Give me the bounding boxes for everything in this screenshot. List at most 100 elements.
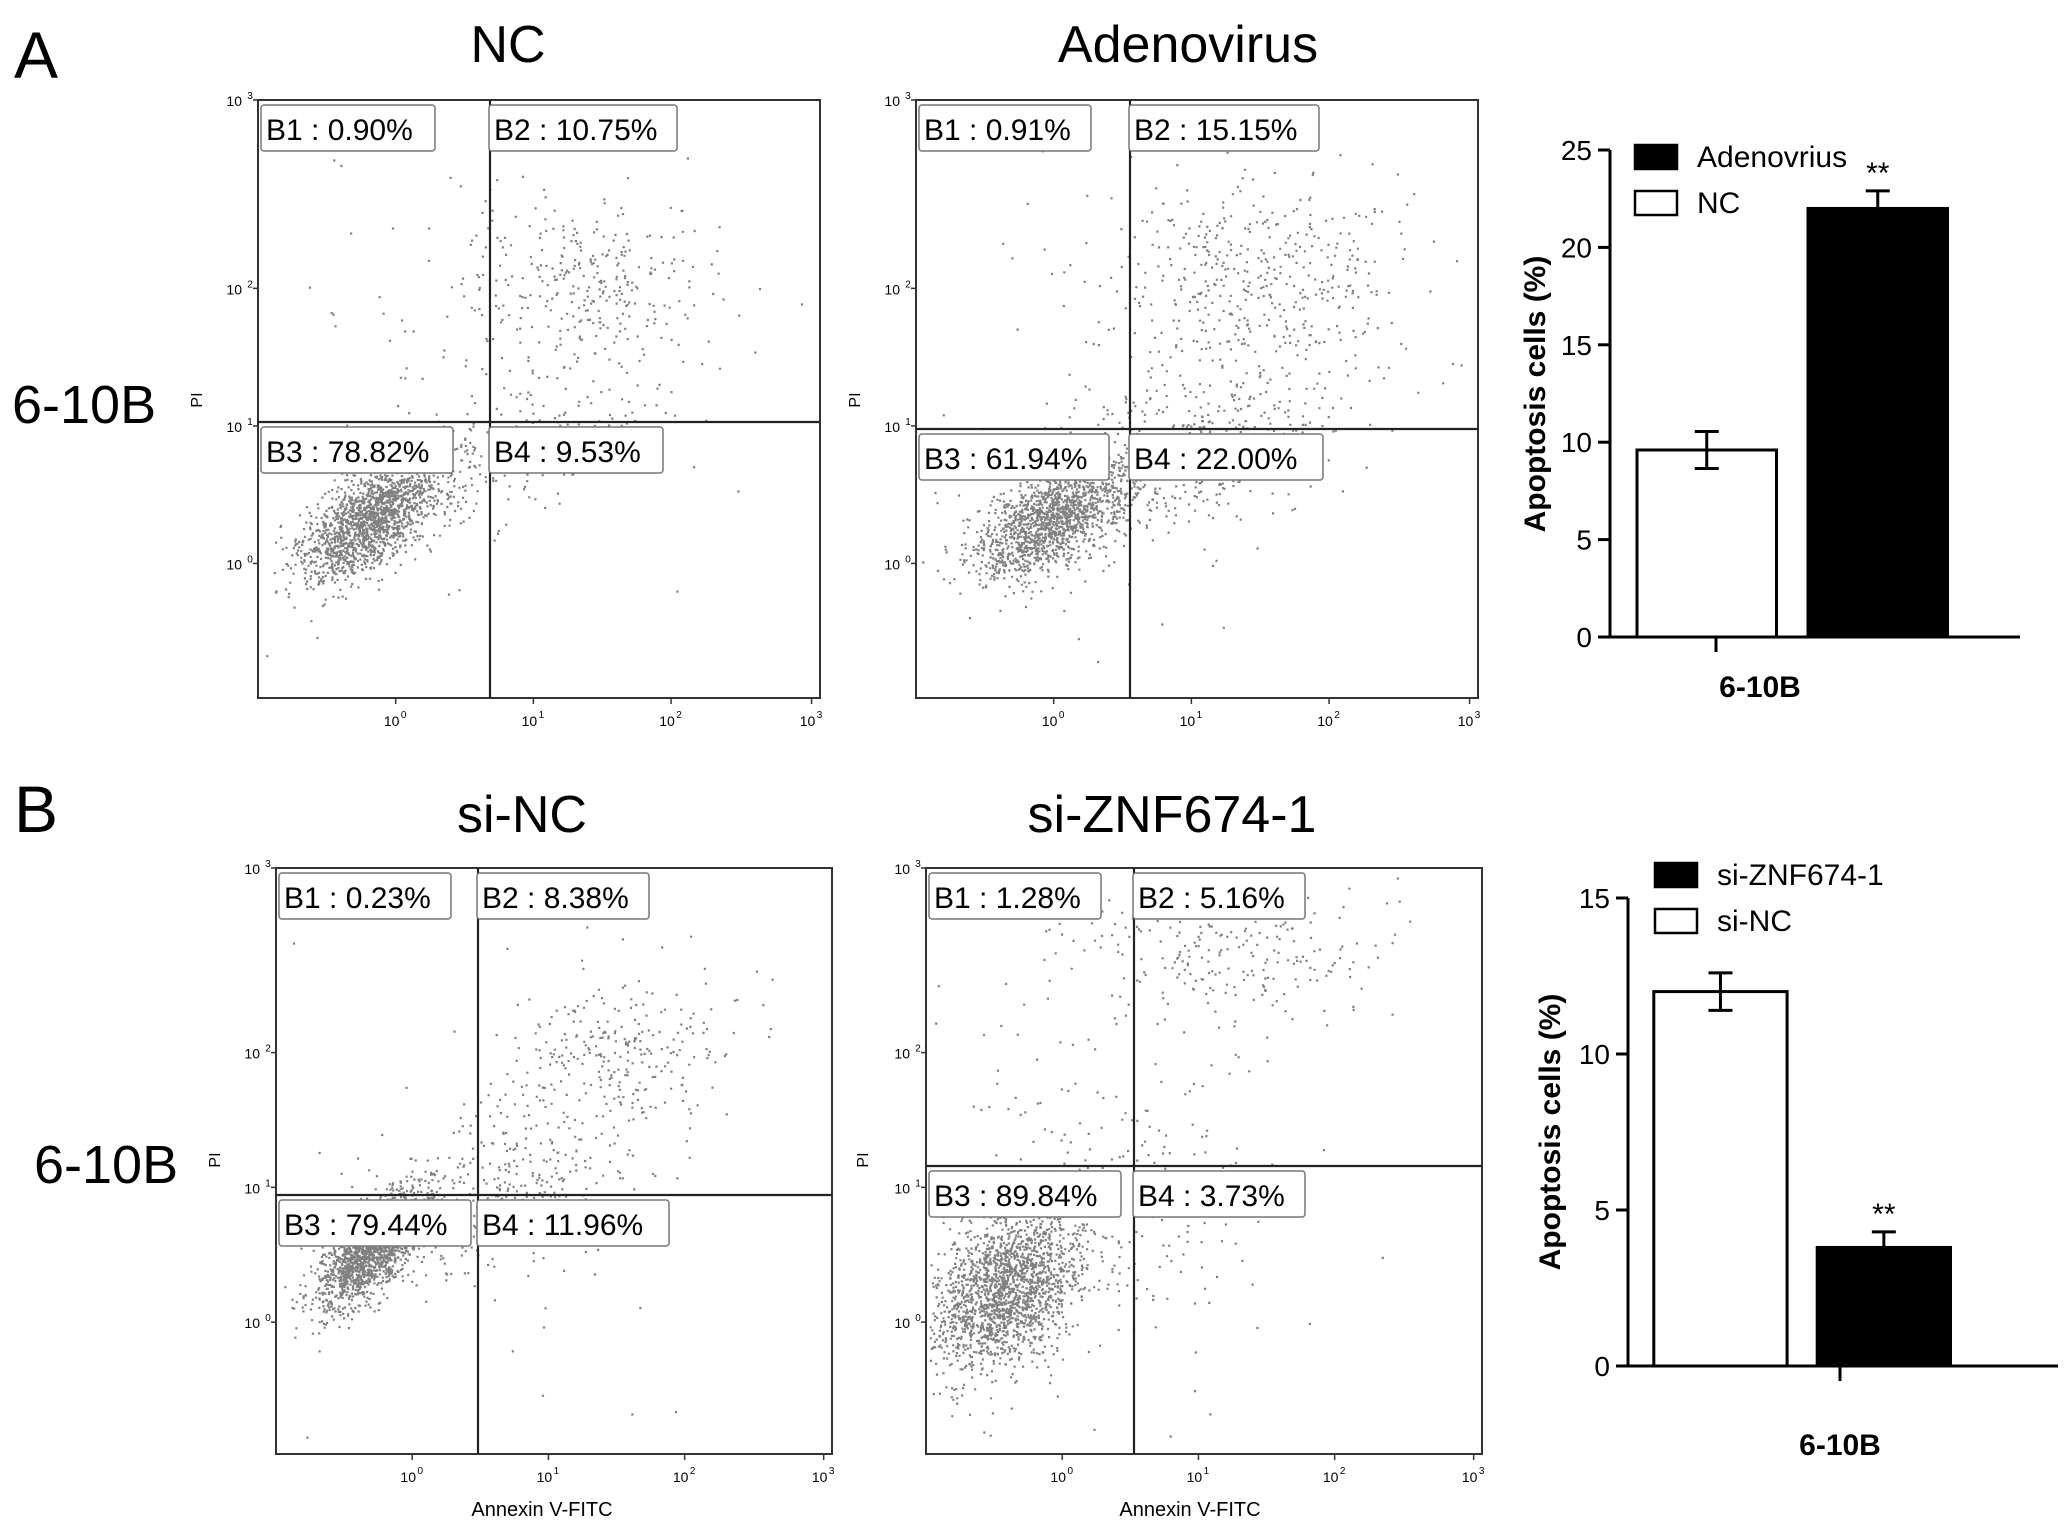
y-tick-label: 10: [884, 419, 900, 435]
panel-label-b: B: [14, 772, 58, 846]
quadrant-label-b3: B3 : 89.84%: [928, 1170, 1122, 1218]
flow-plot-si-znf674-1: si-ZNF674-1 B1 : 1.28% B2 : 5.16% B3 : 8…: [855, 786, 1485, 1521]
y-axis-ticks: 0 5 10 15: [1579, 883, 1628, 1382]
y-axis-label: PI: [189, 392, 206, 407]
svg-text:B4 : 11.96%: B4 : 11.96%: [482, 1209, 643, 1242]
svg-text:B2 : 5.16%: B2 : 5.16%: [1138, 882, 1285, 915]
x-axis-ticks: 10 0 10 1 10 2 10 3: [384, 698, 823, 729]
y-tick-exponent: 2: [247, 279, 253, 290]
flow-plot-title: NC: [470, 16, 545, 74]
x-tick-label: 10: [1462, 1469, 1478, 1485]
plot-frame: [925, 867, 1483, 1455]
svg-text:B2 : 8.38%: B2 : 8.38%: [482, 882, 629, 915]
y-tick-exponent: 1: [265, 1178, 271, 1189]
y-tick-label: 25: [1561, 135, 1592, 166]
y-tick-label: 10: [244, 1315, 260, 1331]
bar-nc: [1635, 448, 1778, 639]
y-tick-exponent: 2: [265, 1044, 271, 1055]
x-tick-exponent: 2: [1340, 1466, 1346, 1477]
significance-marker: **: [1866, 157, 1890, 190]
scatter-dots: [922, 124, 1463, 664]
flow-plot-area: B1 : 0.90% B2 : 10.75% B3 : 78.82% B4 : …: [189, 91, 823, 729]
legend-label: NC: [1697, 187, 1740, 220]
legend: si-ZNF674-1 si-NC: [1653, 859, 1884, 938]
svg-text:B2 : 15.15%: B2 : 15.15%: [1134, 114, 1297, 147]
y-tick-exponent: 3: [265, 859, 271, 870]
y-axis-ticks: 10 0 10 1 10 2 10 3: [244, 859, 276, 1331]
y-axis-label: PI: [855, 1152, 872, 1167]
row-label-b: 6-10B: [34, 1135, 178, 1195]
x-axis-ticks: 10 0 10 1 10 2 10 3: [1042, 698, 1481, 729]
y-axis-ticks: 0 5 10 15 20 25: [1561, 135, 1610, 653]
bar-si-znf674-1: [1815, 1245, 1952, 1368]
quadrant-label-b2: B2 : 10.75%: [488, 104, 678, 152]
x-tick-label: 10: [812, 1469, 828, 1485]
x-axis-label: 6-10B: [1719, 671, 1801, 704]
y-tick-label: 5: [1594, 1195, 1610, 1226]
legend-swatch: [1633, 189, 1679, 217]
bar-adenovrius: [1806, 206, 1949, 639]
significance-marker: **: [1872, 1198, 1896, 1231]
y-tick-exponent: 3: [247, 91, 253, 102]
x-tick-exponent: 0: [1067, 1466, 1073, 1477]
y-tick-label: 10: [226, 419, 242, 435]
x-tick-label: 10: [384, 713, 400, 729]
scatter-dot-path: [929, 875, 1412, 1438]
legend-swatch: [1653, 861, 1699, 889]
y-tick-exponent: 3: [915, 859, 921, 870]
quadrant-label-b4: B4 : 9.53%: [488, 426, 664, 474]
svg-text:B3 : 89.84%: B3 : 89.84%: [934, 1180, 1097, 1213]
quadrant-label-b1: B1 : 0.90%: [260, 104, 436, 152]
y-tick-label: 15: [1561, 330, 1592, 361]
y-tick-exponent: 0: [265, 1313, 271, 1324]
y-tick-label: 15: [1579, 883, 1610, 914]
x-tick-exponent: 3: [1479, 1466, 1485, 1477]
bar-si-nc: [1652, 990, 1789, 1368]
x-tick-label: 10: [537, 1469, 553, 1485]
y-tick-label: 10: [244, 861, 260, 877]
y-tick-exponent: 2: [915, 1044, 921, 1055]
panel-label-a: A: [14, 18, 58, 92]
x-tick-exponent: 0: [401, 710, 407, 721]
x-axis-ticks: 10 0 10 1 10 2 10 3: [400, 1454, 835, 1485]
flow-plot-nc: NC B1 : 0.90% B2 : 10.75% B3 : 78.82%: [189, 16, 823, 729]
scatter-dots: [284, 896, 774, 1439]
x-tick-exponent: 1: [1197, 710, 1203, 721]
legend-label: si-NC: [1717, 905, 1792, 938]
y-tick-exponent: 0: [915, 1313, 921, 1324]
panel-a: A 6-10B NC B1 : 0.90% B2 : 10.75%: [12, 16, 2020, 729]
y-tick-exponent: 1: [915, 1178, 921, 1189]
y-tick-label: 10: [226, 281, 242, 297]
y-tick-label: 10: [894, 1180, 910, 1196]
bars: **: [1652, 971, 1952, 1368]
y-tick-exponent: 1: [905, 417, 911, 428]
x-tick-label: 10: [1458, 713, 1474, 729]
svg-text:B3 : 61.94%: B3 : 61.94%: [924, 443, 1087, 476]
x-tick-exponent: 1: [539, 710, 545, 721]
quadrant-label-b2: B2 : 8.38%: [476, 872, 650, 920]
scatter-dots: [266, 157, 804, 658]
x-tick-exponent: 0: [1059, 710, 1065, 721]
panel-b: B 6-10B si-NC B1 : 0.23% B2 : 8.38%: [14, 772, 2058, 1521]
y-tick-label: 10: [894, 1315, 910, 1331]
x-tick-label: 10: [659, 713, 675, 729]
x-tick-exponent: 1: [554, 1466, 560, 1477]
x-tick-label: 10: [1042, 713, 1058, 729]
svg-text:B4 : 9.53%: B4 : 9.53%: [494, 436, 641, 469]
legend: Adenovrius NC: [1633, 141, 1847, 220]
x-tick-label: 10: [400, 1469, 416, 1485]
svg-text:B4 : 22.00%: B4 : 22.00%: [1134, 443, 1297, 476]
y-tick-label: 0: [1576, 622, 1592, 653]
x-tick-label: 10: [1050, 1469, 1066, 1485]
y-axis-label: Apoptosis cells (%): [1519, 256, 1552, 533]
y-axis-label: Apoptosis cells (%): [1534, 994, 1567, 1271]
row-label-a: 6-10B: [12, 375, 156, 435]
y-tick-label: 10: [884, 281, 900, 297]
plot-frame: [915, 99, 1479, 699]
flow-plot-area: B1 : 0.23% B2 : 8.38% B3 : 79.44% B4 : 1…: [207, 859, 835, 1521]
y-tick-label: 10: [226, 556, 242, 572]
legend-label: si-ZNF674-1: [1717, 859, 1884, 892]
x-axis-label: Annexin V-FITC: [1119, 1499, 1260, 1521]
quadrant-label-b4: B4 : 22.00%: [1128, 433, 1324, 481]
